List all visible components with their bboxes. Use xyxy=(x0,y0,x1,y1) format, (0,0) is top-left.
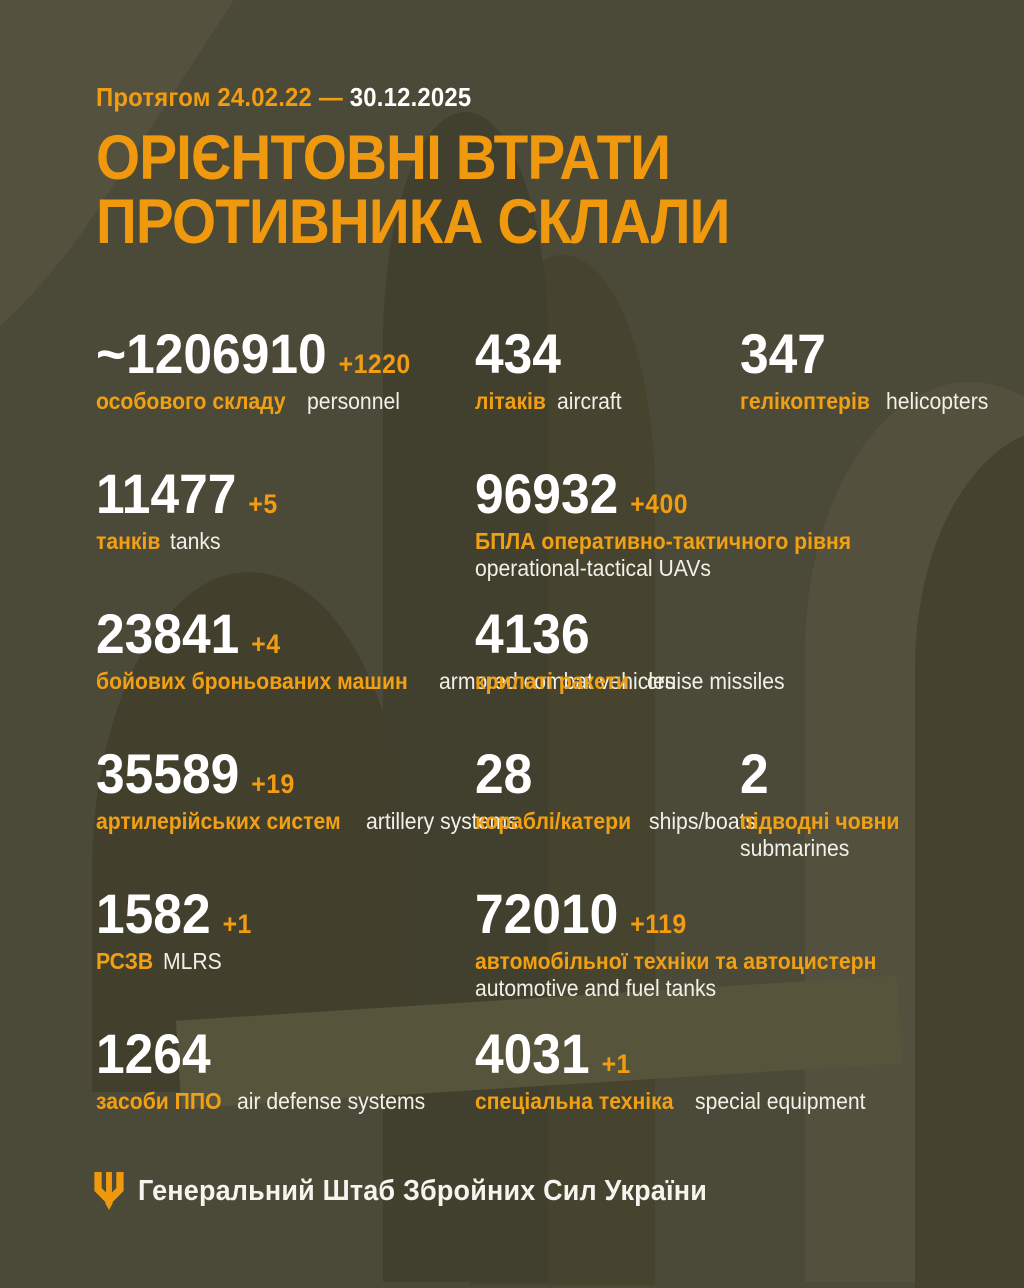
stat-value: 1264 xyxy=(96,1022,211,1085)
page-title-line1: ОРІЄНТОВНІ ВТРАТИ xyxy=(96,123,671,193)
stat-label-en: aircraft xyxy=(556,388,622,414)
stat-label-en: air defense systems xyxy=(236,1088,426,1114)
stat-delta: +1 xyxy=(222,909,252,939)
stat-label-ua: гелікоптерів xyxy=(740,388,870,414)
stat-aircraft: 434 літаків aircraft xyxy=(475,322,627,415)
page-title: ОРІЄНТОВНІ ВТРАТИ ПРОТИВНИКА СКЛАЛИ xyxy=(96,123,730,257)
stat-value: 23841 xyxy=(96,602,240,665)
stat-delta: +400 xyxy=(630,489,689,519)
stat-label-ua: БПЛА оперативно-тактичного рівня xyxy=(475,528,852,554)
stat-label-en: MLRS xyxy=(162,948,222,974)
background-shell-left xyxy=(92,572,407,1092)
stat-label-ua: РСЗВ xyxy=(96,948,154,974)
trident-icon xyxy=(94,1172,124,1210)
stat-label-en: artillery systems xyxy=(366,808,518,834)
stat-uavs: 96932 +400 БПЛА оперативно-тактичного рі… xyxy=(475,462,1024,582)
stat-label-en: operational-tactical UAVs xyxy=(475,555,712,581)
stat-special-equipment: 4031 +1 спеціальна техніка special equip… xyxy=(475,1022,881,1115)
date-range-end: 30.12.2025 xyxy=(349,82,472,112)
stat-value: 1582 xyxy=(96,882,211,945)
stat-label-ua: бойових броньованих машин xyxy=(96,668,408,694)
stat-delta: +19 xyxy=(251,769,295,799)
stat-artillery: 35589 +19 артилерійських систем artiller… xyxy=(96,742,531,835)
stat-label-en: armored combat vehicles xyxy=(439,668,676,694)
footer-credit: Генеральний Штаб Збройних Сил України xyxy=(138,1174,707,1207)
stat-value: 35589 xyxy=(96,742,240,805)
stats-row-4: 35589 +19 артилерійських систем artiller… xyxy=(0,742,1024,880)
stat-cruise-missiles: 4136 крилаті ракети cruise missiles xyxy=(475,602,796,695)
stat-label-en: ships/boats xyxy=(649,808,757,834)
stat-label-ua: особового складу xyxy=(96,388,286,414)
stat-value: ~1206910 xyxy=(96,322,327,385)
stat-value: 347 xyxy=(740,322,826,385)
stat-value: 2 xyxy=(740,742,769,805)
stat-delta: +1220 xyxy=(338,349,411,379)
stat-label-ua: спеціальна техніка xyxy=(475,1088,674,1114)
stat-value: 4136 xyxy=(475,602,590,665)
stat-tanks: 11477 +5 танків tanks xyxy=(96,462,293,555)
stat-value: 11477 xyxy=(96,462,237,525)
stat-label-en: automotive and fuel tanks xyxy=(475,975,717,1001)
stats-row-6: 1264 засоби ППО air defense systems 4031… xyxy=(0,1022,1024,1160)
stat-label-en: helicopters xyxy=(885,388,988,414)
stat-personnel: ~1206910 +1220 особового складу personne… xyxy=(96,322,438,415)
stat-delta: +5 xyxy=(248,489,278,519)
stat-delta: +119 xyxy=(630,909,687,939)
stat-label-ua: артилерійських систем xyxy=(96,808,341,834)
stat-value: 96932 xyxy=(475,462,619,525)
stat-label-ua: літаків xyxy=(475,388,546,414)
stat-vehicles-fuel-tanks: 72010 +119 автомобільної техніки та авто… xyxy=(475,882,1024,1002)
stat-label-en: tanks xyxy=(170,528,222,554)
stat-mlrs: 1582 +1 РСЗВ MLRS xyxy=(96,882,265,975)
stat-delta: +4 xyxy=(251,629,281,659)
stat-label-en: submarines xyxy=(740,835,850,861)
stat-label-ua: крилаті ракети xyxy=(475,668,629,694)
stat-label-ua: підводні човни xyxy=(740,808,900,834)
stat-label-ua: автомобільної техніки та автоцистерн xyxy=(475,948,877,974)
stat-armored-vehicles: 23841 +4 бойових броньованих машин armor… xyxy=(96,602,696,695)
stats-row-1: ~1206910 +1220 особового складу personne… xyxy=(0,322,1024,460)
stat-label-en: personnel xyxy=(306,388,400,414)
stat-value: 434 xyxy=(475,322,561,385)
footer: Генеральний Штаб Збройних Сил України xyxy=(94,1172,750,1210)
stats-row-5: 1582 +1 РСЗВ MLRS 72010 +119 автомобільн… xyxy=(0,882,1024,1020)
stat-label-ua: танків xyxy=(96,528,161,554)
stat-submarines: 2 підводні човни submarines xyxy=(740,742,1024,862)
stat-label-en: cruise missiles xyxy=(646,668,785,694)
stat-air-defense: 1264 засоби ППО air defense systems xyxy=(96,1022,441,1115)
date-range: Протягом 24.02.22 — 30.12.2025 xyxy=(96,82,504,113)
stat-value: 72010 xyxy=(475,882,619,945)
stats-row-2: 11477 +5 танків tanks 96932 +400 БПЛА оп… xyxy=(0,462,1024,600)
stat-label-en: special equipment xyxy=(695,1088,866,1114)
stat-value: 28 xyxy=(475,742,533,805)
stat-label-ua: засоби ППО xyxy=(96,1088,222,1114)
page-title-line2: ПРОТИВНИКА СКЛАЛИ xyxy=(96,187,730,257)
date-range-prefix: Протягом 24.02.22 — xyxy=(96,82,343,112)
stat-helicopters: 347 гелікоптерів helicopters xyxy=(740,322,997,415)
background-shell-right-dark xyxy=(915,428,1024,1288)
stats-row-3: 23841 +4 бойових броньованих машин armor… xyxy=(0,602,1024,740)
stat-label-ua: кораблі/катери xyxy=(475,808,632,834)
stat-value: 4031 xyxy=(475,1022,590,1085)
stat-delta: +1 xyxy=(601,1049,631,1079)
stat-ships: 28 кораблі/катери ships/boats xyxy=(475,742,765,835)
